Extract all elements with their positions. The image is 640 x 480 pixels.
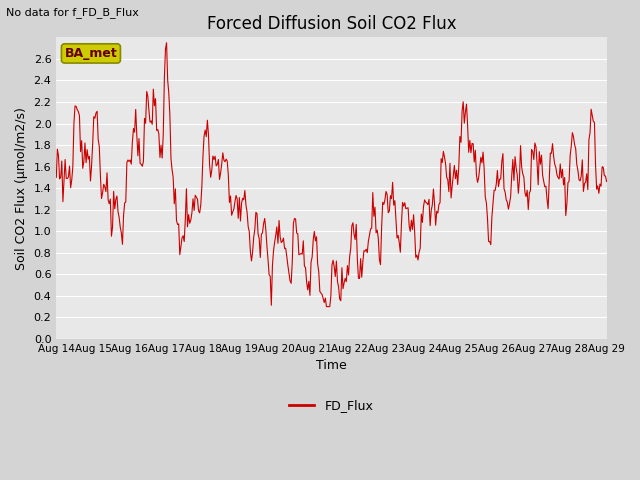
Title: Forced Diffusion Soil CO2 Flux: Forced Diffusion Soil CO2 Flux bbox=[207, 15, 456, 33]
Text: No data for f_FD_B_Flux: No data for f_FD_B_Flux bbox=[6, 7, 140, 18]
Legend: FD_Flux: FD_Flux bbox=[285, 394, 378, 417]
X-axis label: Time: Time bbox=[316, 360, 347, 372]
Y-axis label: Soil CO2 Flux (μmol/m2/s): Soil CO2 Flux (μmol/m2/s) bbox=[15, 107, 28, 270]
Text: BA_met: BA_met bbox=[65, 47, 117, 60]
